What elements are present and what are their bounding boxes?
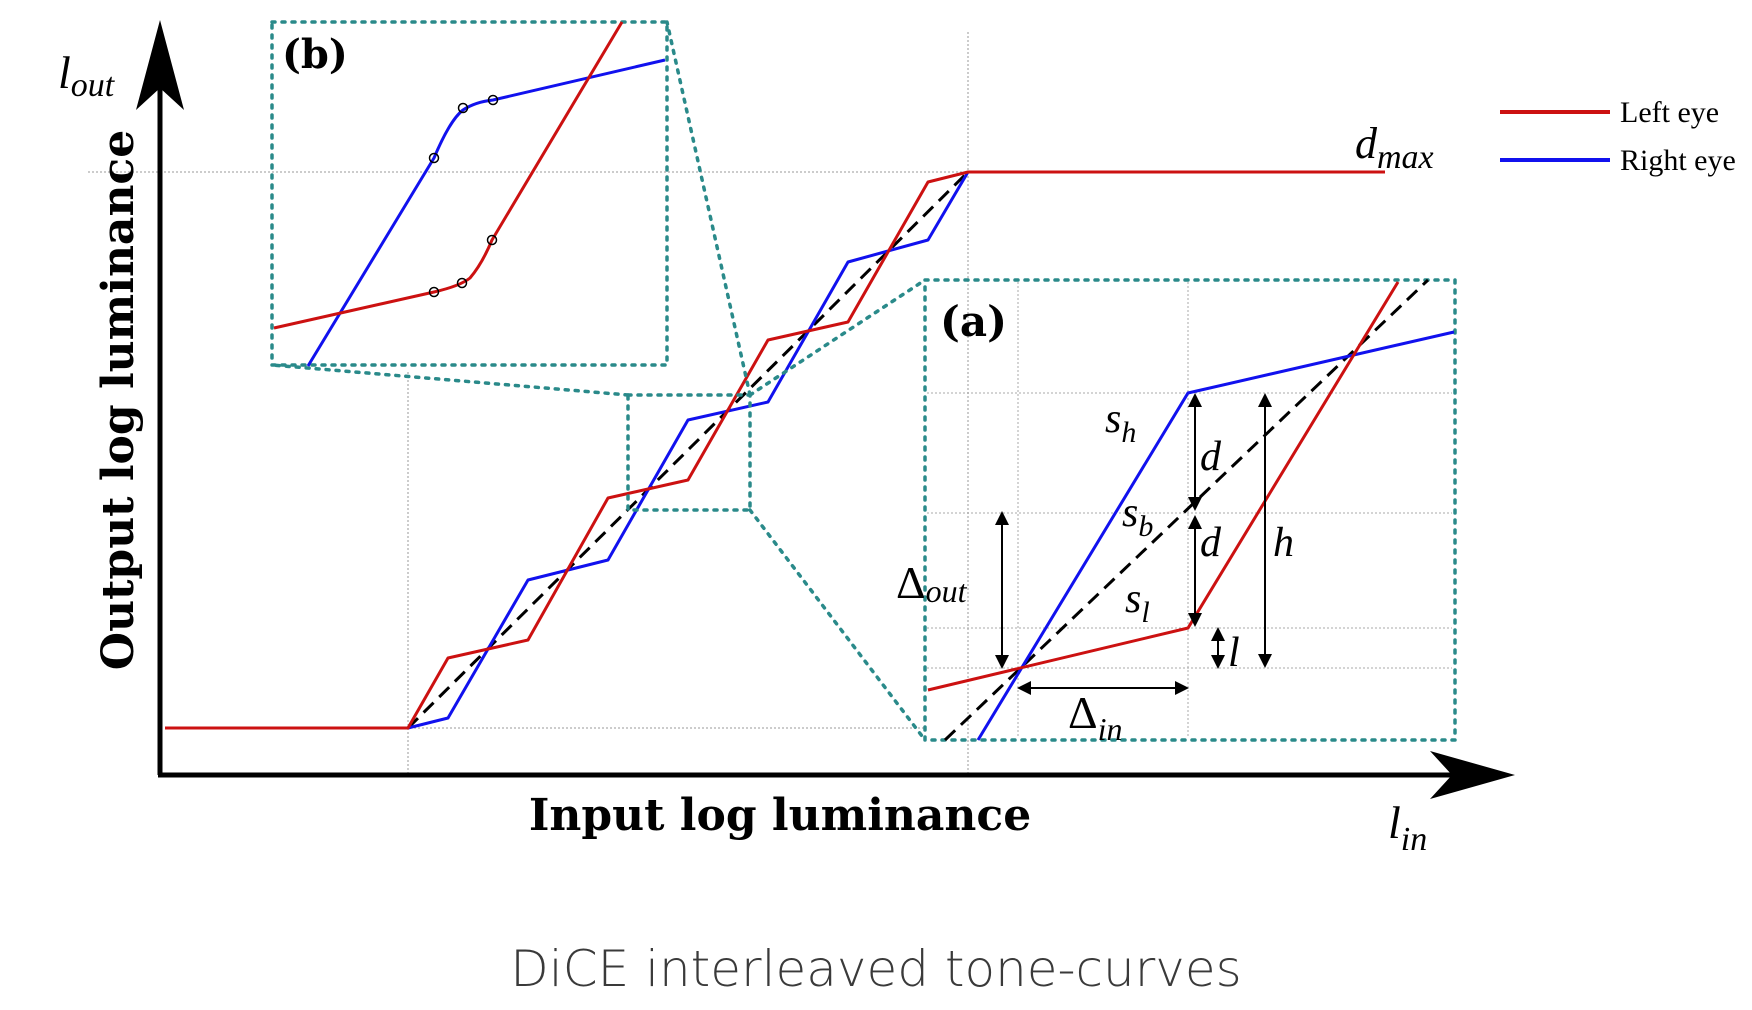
inset-b-border — [270, 20, 669, 367]
inset-a-curves — [927, 278, 1455, 742]
inset-a-border — [923, 278, 1457, 742]
y-axis-label: Output log luminance — [93, 130, 144, 670]
figure-caption: DiCE interleaved tone-curves — [510, 940, 1242, 998]
axes — [136, 20, 1515, 799]
main-curves — [165, 170, 1385, 730]
inset-a-labels: sh sb sl d d h l Δout Δin — [896, 396, 1294, 747]
slope-sh-label: sh — [1105, 396, 1136, 449]
legend: Left eye Right eye — [1500, 96, 1736, 177]
d-bottom-label: d — [1200, 520, 1222, 566]
right-eye-curve — [407, 171, 970, 730]
inset-a-tag: (a) — [940, 297, 1007, 346]
x-axis-arrowhead — [1430, 751, 1515, 799]
legend-right-eye-label: Right eye — [1620, 144, 1736, 177]
y-axis-symbol: lout — [58, 47, 116, 104]
inset-b-curves — [273, 21, 666, 367]
delta-in-label: Δin — [1068, 687, 1122, 747]
inset-b-tag: (b) — [282, 31, 348, 78]
l-label: l — [1228, 630, 1240, 676]
inset-a-diagonal — [943, 278, 1430, 742]
zoom-source-box — [626, 393, 752, 512]
left-eye-curve — [165, 170, 1385, 730]
inset-b-left-eye-curve — [273, 21, 624, 330]
inset-b-control-points — [428, 94, 499, 298]
dmax-label: dmax — [1355, 119, 1434, 176]
h-label: h — [1273, 520, 1294, 566]
x-axis-symbol: lin — [1388, 797, 1427, 858]
inset-a-dimension-arrows — [995, 393, 1272, 695]
delta-out-label: Δout — [896, 557, 968, 609]
inset-b-right-eye-curve — [306, 58, 666, 367]
x-axis-label: Input log luminance — [529, 790, 1031, 841]
y-axis-arrowhead — [136, 20, 184, 110]
slope-sb-label: sb — [1122, 490, 1153, 543]
legend-left-eye-label: Left eye — [1620, 96, 1719, 129]
inset-a-left-eye-curve — [927, 281, 1400, 692]
guide-lines — [88, 32, 969, 775]
inset-borders — [270, 20, 1457, 742]
slope-sl-label: sl — [1125, 576, 1150, 629]
d-top-label: d — [1200, 434, 1222, 480]
